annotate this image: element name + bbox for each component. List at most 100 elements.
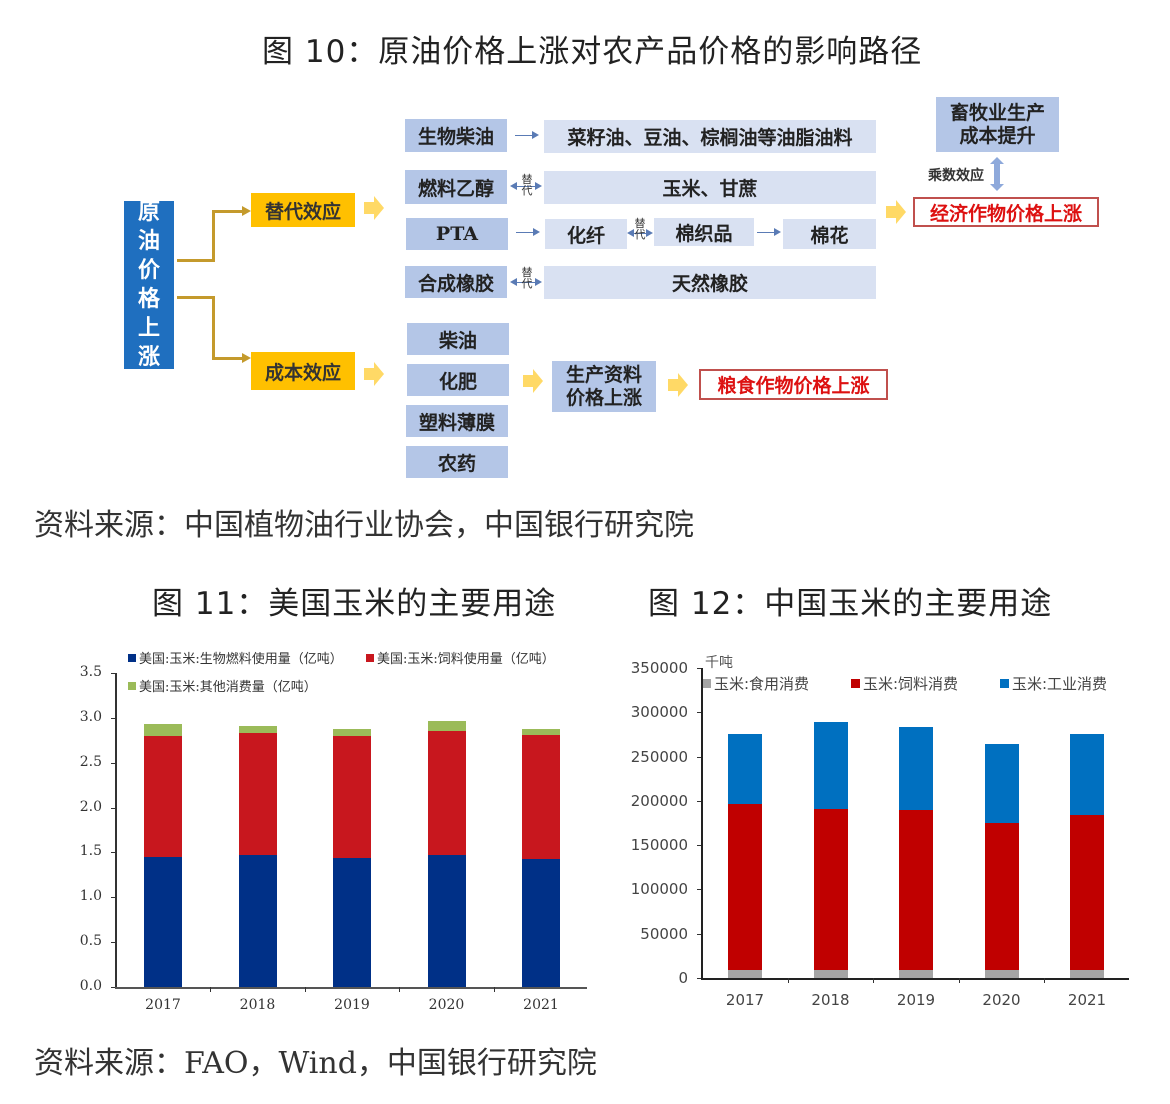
means-line: 生产资料 (565, 363, 642, 386)
x-tick-label: 2018 (811, 991, 850, 1009)
corn-sugarcane-box: 玉米、甘蔗 (544, 171, 876, 204)
x-tick-mark (399, 987, 401, 992)
figure-11-title: 图 11：美国玉米的主要用途 (152, 586, 557, 622)
bar-segment (238, 855, 277, 987)
y-tick-label: 2.0 (79, 798, 102, 815)
substitution-tag: 替代 (520, 267, 534, 289)
bar-segment (333, 735, 371, 858)
y-tick-mark (111, 852, 115, 854)
legend-label: 美国:玉米:生物燃料使用量（亿吨） (139, 652, 343, 667)
chart-us-corn-usage: 美国:玉米:生物燃料使用量（亿吨） 美国:玉米:饲料使用量（亿吨） 美国:玉米:… (0, 0, 600, 1030)
arrow-down-icon (990, 184, 1004, 191)
bar-segment (144, 735, 182, 857)
livestock-cost-box: 畜牧业生产 成本提升 (936, 97, 1059, 152)
x-tick-mark (210, 987, 212, 992)
bar-segment (899, 970, 933, 978)
bar-segment (333, 728, 371, 736)
y-tick-label: 1.5 (79, 843, 102, 860)
legend-item-food: 玉米:食用消费 (702, 673, 809, 694)
root-char: 油 (137, 228, 160, 254)
legend-swatch (128, 681, 136, 690)
natural-rubber-box: 天然橡胶 (544, 266, 876, 299)
vertical-double-arrow-icon (994, 160, 1000, 186)
y-tick-mark (111, 673, 115, 674)
bar-segment (728, 804, 762, 971)
bidirectional-arrow-icon (627, 229, 653, 237)
bar-segment (427, 731, 466, 856)
multiplier-effect-label: 乘数效应 (928, 168, 984, 184)
y-tick-label: 50000 (640, 924, 688, 943)
connector-line (212, 210, 244, 213)
bidirectional-arrow-icon (510, 278, 542, 286)
x-tick-label: 2017 (145, 997, 181, 1013)
y-tick-mark (111, 987, 115, 988)
x-tick-label: 2018 (239, 997, 276, 1013)
bidirectional-arrow-icon (510, 182, 542, 190)
connector-line (177, 296, 214, 299)
arrow-right-icon (516, 228, 540, 236)
substitution-tag: 替代 (520, 174, 534, 196)
root-char: 上 (137, 315, 160, 341)
means-of-production-box: 生产资料 价格上涨 (552, 361, 656, 412)
bar-segment (144, 724, 182, 736)
figure-12-title: 图 12：中国玉米的主要用途 (648, 586, 1053, 622)
x-tick-label: 2019 (896, 991, 936, 1009)
x-tick-label: 2021 (523, 997, 559, 1013)
y-tick-mark (697, 889, 701, 891)
y-tick-mark (697, 756, 701, 758)
legend-label: 玉米:工业消费 (1012, 675, 1108, 693)
connector-line (212, 296, 215, 359)
legend-swatch (366, 653, 374, 662)
arrow-up-icon (990, 157, 1004, 164)
bar-segment (984, 823, 1019, 971)
x-tick-mark (787, 978, 789, 983)
substitution-tag-text: 替代 (634, 217, 646, 241)
figure-10-source: 资料来源：中国植物油行业协会，中国银行研究院 (34, 508, 694, 543)
root-char: 格 (137, 286, 160, 312)
legend-item-other: 美国:玉米:其他消费量（亿吨） (128, 676, 317, 695)
x-tick-mark (304, 987, 306, 992)
y-tick-label: 3.0 (79, 708, 102, 725)
bar-segment (984, 744, 1019, 823)
legend-swatch (128, 653, 136, 662)
unit-label: 千吨 (705, 655, 733, 671)
bar-segment (899, 727, 933, 810)
y-tick-label: 350000 (630, 659, 688, 677)
y-tick-mark (697, 845, 701, 847)
legend-label: 美国:玉米:饲料使用量（亿吨） (377, 652, 555, 667)
y-tick-mark (111, 717, 115, 719)
y-tick-mark (697, 668, 701, 669)
cash-crop-price-result: 经济作物价格上涨 (913, 197, 1099, 227)
y-tick-label: 1.0 (79, 888, 102, 905)
bar-segment (813, 808, 848, 971)
cost-item-plastic-film: 塑料薄膜 (406, 405, 508, 437)
bottom-source: 资料来源：FAO，Wind，中国银行研究院 (34, 1046, 597, 1081)
y-tick-mark (697, 712, 701, 714)
bar-segment (522, 734, 560, 859)
legend-swatch (702, 679, 711, 688)
x-tick-mark (873, 978, 875, 983)
x-axis (701, 978, 1129, 980)
y-tick-mark (111, 942, 115, 944)
means-line: 价格上涨 (565, 386, 642, 409)
bar-segment (238, 725, 277, 734)
y-tick-mark (697, 933, 701, 935)
bar-segment (813, 722, 848, 809)
bar-segment (333, 857, 371, 987)
bar-segment (728, 970, 762, 978)
y-tick-mark (697, 800, 701, 802)
y-tick-label: 100000 (630, 880, 688, 899)
legend-label: 美国:玉米:其他消费量（亿吨） (139, 680, 317, 695)
bar-segment (1070, 734, 1104, 816)
x-tick-label: 2020 (982, 991, 1021, 1009)
legend-item-feed: 美国:玉米:饲料使用量（亿吨） (366, 648, 555, 667)
y-tick-mark (111, 807, 115, 809)
fuel-ethanol-box: 燃料乙醇 (405, 170, 507, 204)
y-tick-label: 200000 (630, 791, 688, 810)
bar-segment (144, 856, 182, 987)
y-tick-mark (111, 897, 115, 899)
cost-item-pesticide: 农药 (406, 446, 508, 478)
y-axis (701, 668, 703, 979)
bar-segment (728, 733, 762, 805)
x-tick-label: 2020 (428, 997, 465, 1013)
